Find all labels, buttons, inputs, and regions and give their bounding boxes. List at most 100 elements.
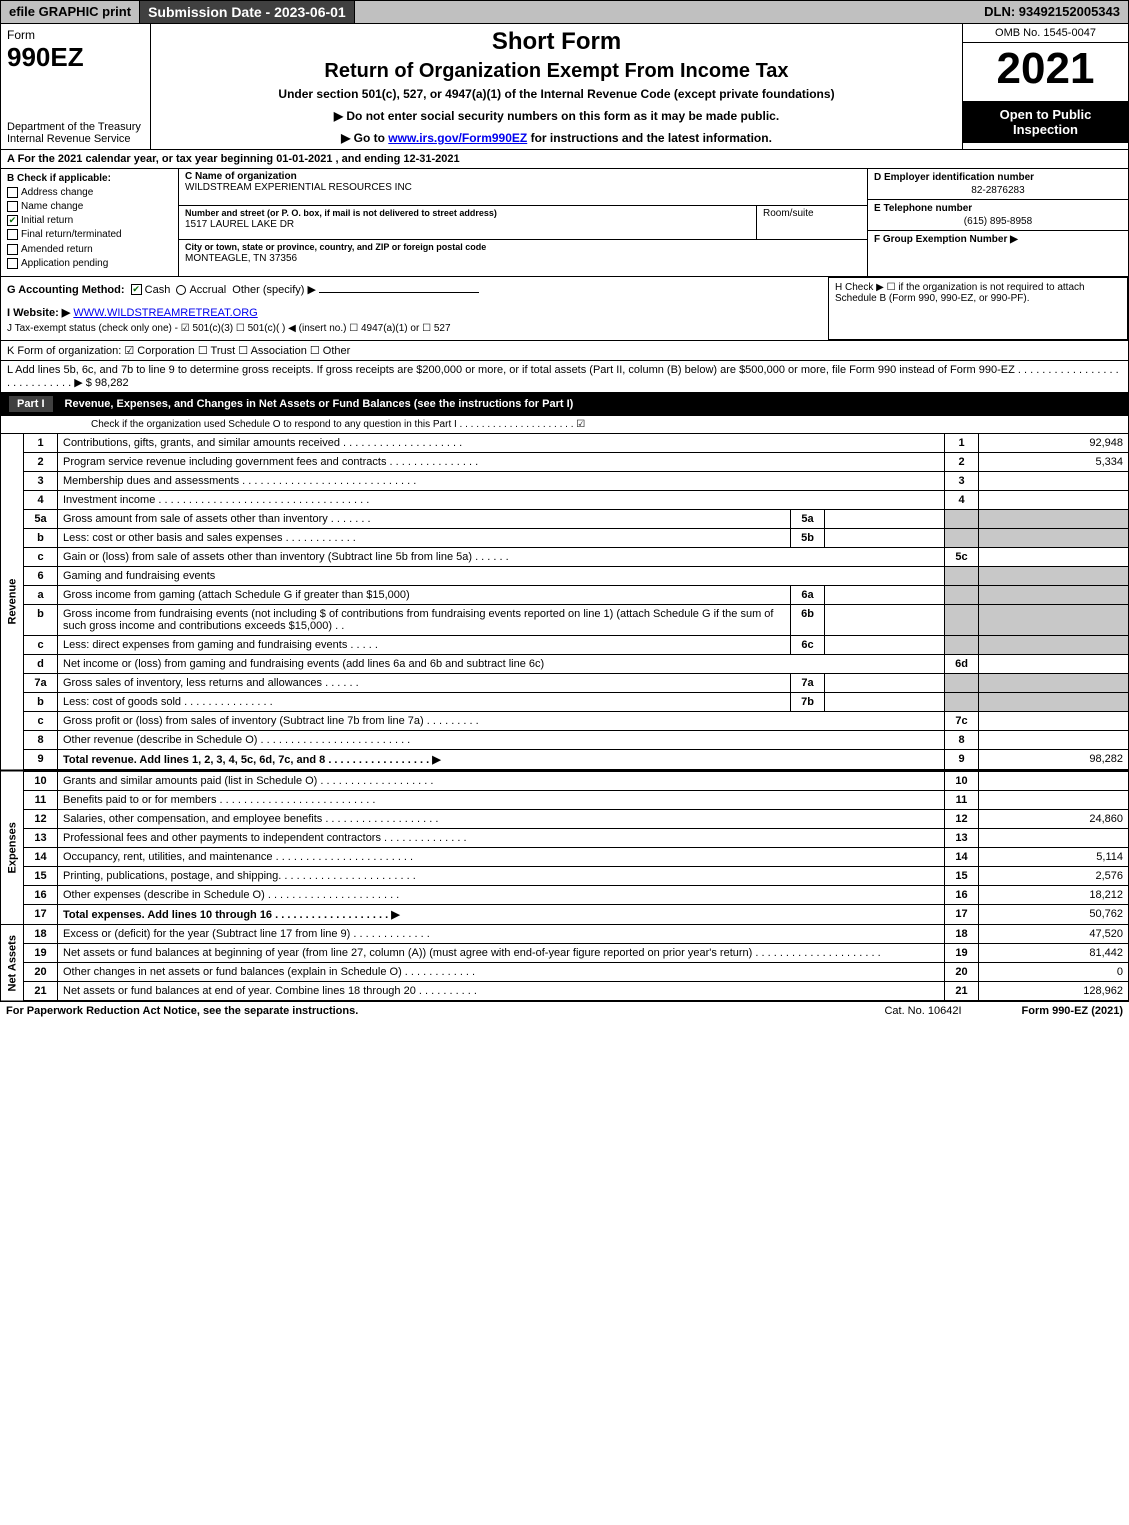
form-word: Form <box>7 28 144 42</box>
section-c: C Name of organization WILDSTREAM EXPERI… <box>179 169 868 276</box>
checkbox-final-return-terminated[interactable]: Final return/terminated <box>7 229 172 240</box>
efile-label[interactable]: efile GRAPHIC print <box>1 1 140 23</box>
line-desc: Total expenses. Add lines 10 through 16 … <box>58 904 945 924</box>
line-number: 13 <box>24 828 58 847</box>
other-specify-input[interactable] <box>319 292 479 293</box>
line-row: 16Other expenses (describe in Schedule O… <box>1 885 1129 904</box>
line-row: 9Total revenue. Add lines 1, 2, 3, 4, 5c… <box>1 749 1129 769</box>
line-number: c <box>24 711 58 730</box>
line-row: 11Benefits paid to or for members . . . … <box>1 790 1129 809</box>
org-city: MONTEAGLE, TN 37356 <box>185 253 297 264</box>
ref-shaded <box>945 585 979 604</box>
line-row: cLess: direct expenses from gaming and f… <box>1 635 1129 654</box>
line-number: 1 <box>24 434 58 453</box>
line-value <box>979 730 1129 749</box>
irs-link[interactable]: www.irs.gov/Form990EZ <box>388 131 527 145</box>
line-desc: Other expenses (describe in Schedule O) … <box>58 885 945 904</box>
line-number: c <box>24 635 58 654</box>
part1-header: Part I Revenue, Expenses, and Changes in… <box>0 393 1129 416</box>
checkbox-icon[interactable] <box>7 215 18 226</box>
line-row: bLess: cost or other basis and sales exp… <box>1 528 1129 547</box>
line-number: 5a <box>24 509 58 528</box>
department-label: Department of the Treasury Internal Reve… <box>7 121 144 145</box>
line-value: 5,114 <box>979 847 1129 866</box>
line-row: 20Other changes in net assets or fund ba… <box>1 962 1129 981</box>
org-name: WILDSTREAM EXPERIENTIAL RESOURCES INC <box>185 182 412 193</box>
omb-number: OMB No. 1545-0047 <box>963 24 1128 43</box>
checkbox-icon[interactable] <box>7 187 18 198</box>
cash-checkbox[interactable] <box>131 284 142 295</box>
netassets-table: Net Assets18Excess or (deficit) for the … <box>0 925 1129 1001</box>
line-value: 47,520 <box>979 925 1129 944</box>
ref-shaded <box>945 692 979 711</box>
section-gh: G Accounting Method: Cash Accrual Other … <box>0 277 1129 341</box>
section-label-vertical: Expenses <box>1 771 24 925</box>
section-k: K Form of organization: ☑ Corporation ☐ … <box>0 341 1129 361</box>
checkbox-amended-return[interactable]: Amended return <box>7 244 172 255</box>
checkbox-icon[interactable] <box>7 258 18 269</box>
line-desc: Total revenue. Add lines 1, 2, 3, 4, 5c,… <box>58 749 945 769</box>
line-number: 8 <box>24 730 58 749</box>
part1-badge: Part I <box>9 396 53 412</box>
checkbox-icon[interactable] <box>7 229 18 240</box>
checkbox-application-pending[interactable]: Application pending <box>7 258 172 269</box>
line-number: 9 <box>24 749 58 769</box>
checkbox-name-change[interactable]: Name change <box>7 201 172 212</box>
line-value: 2,576 <box>979 866 1129 885</box>
accrual-radio[interactable] <box>176 285 186 295</box>
line-number: 17 <box>24 904 58 924</box>
note-2: ▶ Go to www.irs.gov/Form990EZ for instru… <box>161 131 952 145</box>
line-row: Expenses10Grants and similar amounts pai… <box>1 771 1129 791</box>
accrual-label: Accrual <box>189 284 226 296</box>
line-desc: Investment income . . . . . . . . . . . … <box>58 490 945 509</box>
sub-value <box>825 692 945 711</box>
line-ref: 6d <box>945 654 979 673</box>
line-value: 50,762 <box>979 904 1129 924</box>
checkbox-icon[interactable] <box>7 244 18 255</box>
line-number: b <box>24 604 58 635</box>
sub-ref: 5b <box>791 528 825 547</box>
line-number: 6 <box>24 566 58 585</box>
checkbox-initial-return[interactable]: Initial return <box>7 215 172 226</box>
sub-ref: 5a <box>791 509 825 528</box>
line-row: 4Investment income . . . . . . . . . . .… <box>1 490 1129 509</box>
line-number: 20 <box>24 962 58 981</box>
line-ref: 10 <box>945 771 979 791</box>
checkbox-icon[interactable] <box>7 201 18 212</box>
ref-shaded <box>945 528 979 547</box>
line-ref: 8 <box>945 730 979 749</box>
c-addr-label: Number and street (or P. O. box, if mail… <box>185 208 497 218</box>
line-ref: 2 <box>945 452 979 471</box>
top-bar: efile GRAPHIC print Submission Date - 20… <box>0 0 1129 24</box>
form-number: 990EZ <box>7 42 144 73</box>
val-shaded <box>979 528 1129 547</box>
sub-value <box>825 604 945 635</box>
line-ref: 11 <box>945 790 979 809</box>
c-name-label: C Name of organization <box>185 171 297 182</box>
line-row: 13Professional fees and other payments t… <box>1 828 1129 847</box>
line-row: 3Membership dues and assessments . . . .… <box>1 471 1129 490</box>
checkbox-address-change[interactable]: Address change <box>7 187 172 198</box>
line-desc: Professional fees and other payments to … <box>58 828 945 847</box>
line-row: cGross profit or (loss) from sales of in… <box>1 711 1129 730</box>
line-desc: Membership dues and assessments . . . . … <box>58 471 945 490</box>
line-ref: 19 <box>945 943 979 962</box>
section-l: L Add lines 5b, 6c, and 7b to line 9 to … <box>0 361 1129 393</box>
line-desc: Benefits paid to or for members . . . . … <box>58 790 945 809</box>
website-link[interactable]: WWW.WILDSTREAMRETREAT.ORG <box>73 307 257 319</box>
line-desc: Printing, publications, postage, and shi… <box>58 866 945 885</box>
f-label: F Group Exemption Number ▶ <box>874 234 1018 245</box>
line-row: aGross income from gaming (attach Schedu… <box>1 585 1129 604</box>
line-ref: 21 <box>945 981 979 1000</box>
line-row: 2Program service revenue including gover… <box>1 452 1129 471</box>
revenue-table: Revenue1Contributions, gifts, grants, an… <box>0 434 1129 770</box>
note-1: ▶ Do not enter social security numbers o… <box>161 109 952 123</box>
c-city-label: City or town, state or province, country… <box>185 242 486 252</box>
line-number: 11 <box>24 790 58 809</box>
sub-value <box>825 509 945 528</box>
footer-cat: Cat. No. 10642I <box>884 1005 961 1017</box>
ref-shaded <box>945 604 979 635</box>
line-desc: Net assets or fund balances at end of ye… <box>58 981 945 1000</box>
sub-value <box>825 635 945 654</box>
section-label-vertical: Net Assets <box>1 925 24 1001</box>
